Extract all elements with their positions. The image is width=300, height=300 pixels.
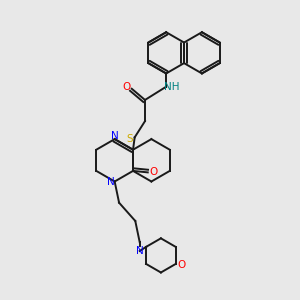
Text: N: N — [111, 130, 119, 141]
Text: O: O — [177, 260, 186, 269]
Text: O: O — [149, 167, 158, 177]
Text: N: N — [136, 246, 144, 256]
Text: N: N — [107, 176, 115, 187]
Text: O: O — [122, 82, 130, 92]
Text: NH: NH — [164, 82, 179, 92]
Text: S: S — [126, 134, 133, 143]
